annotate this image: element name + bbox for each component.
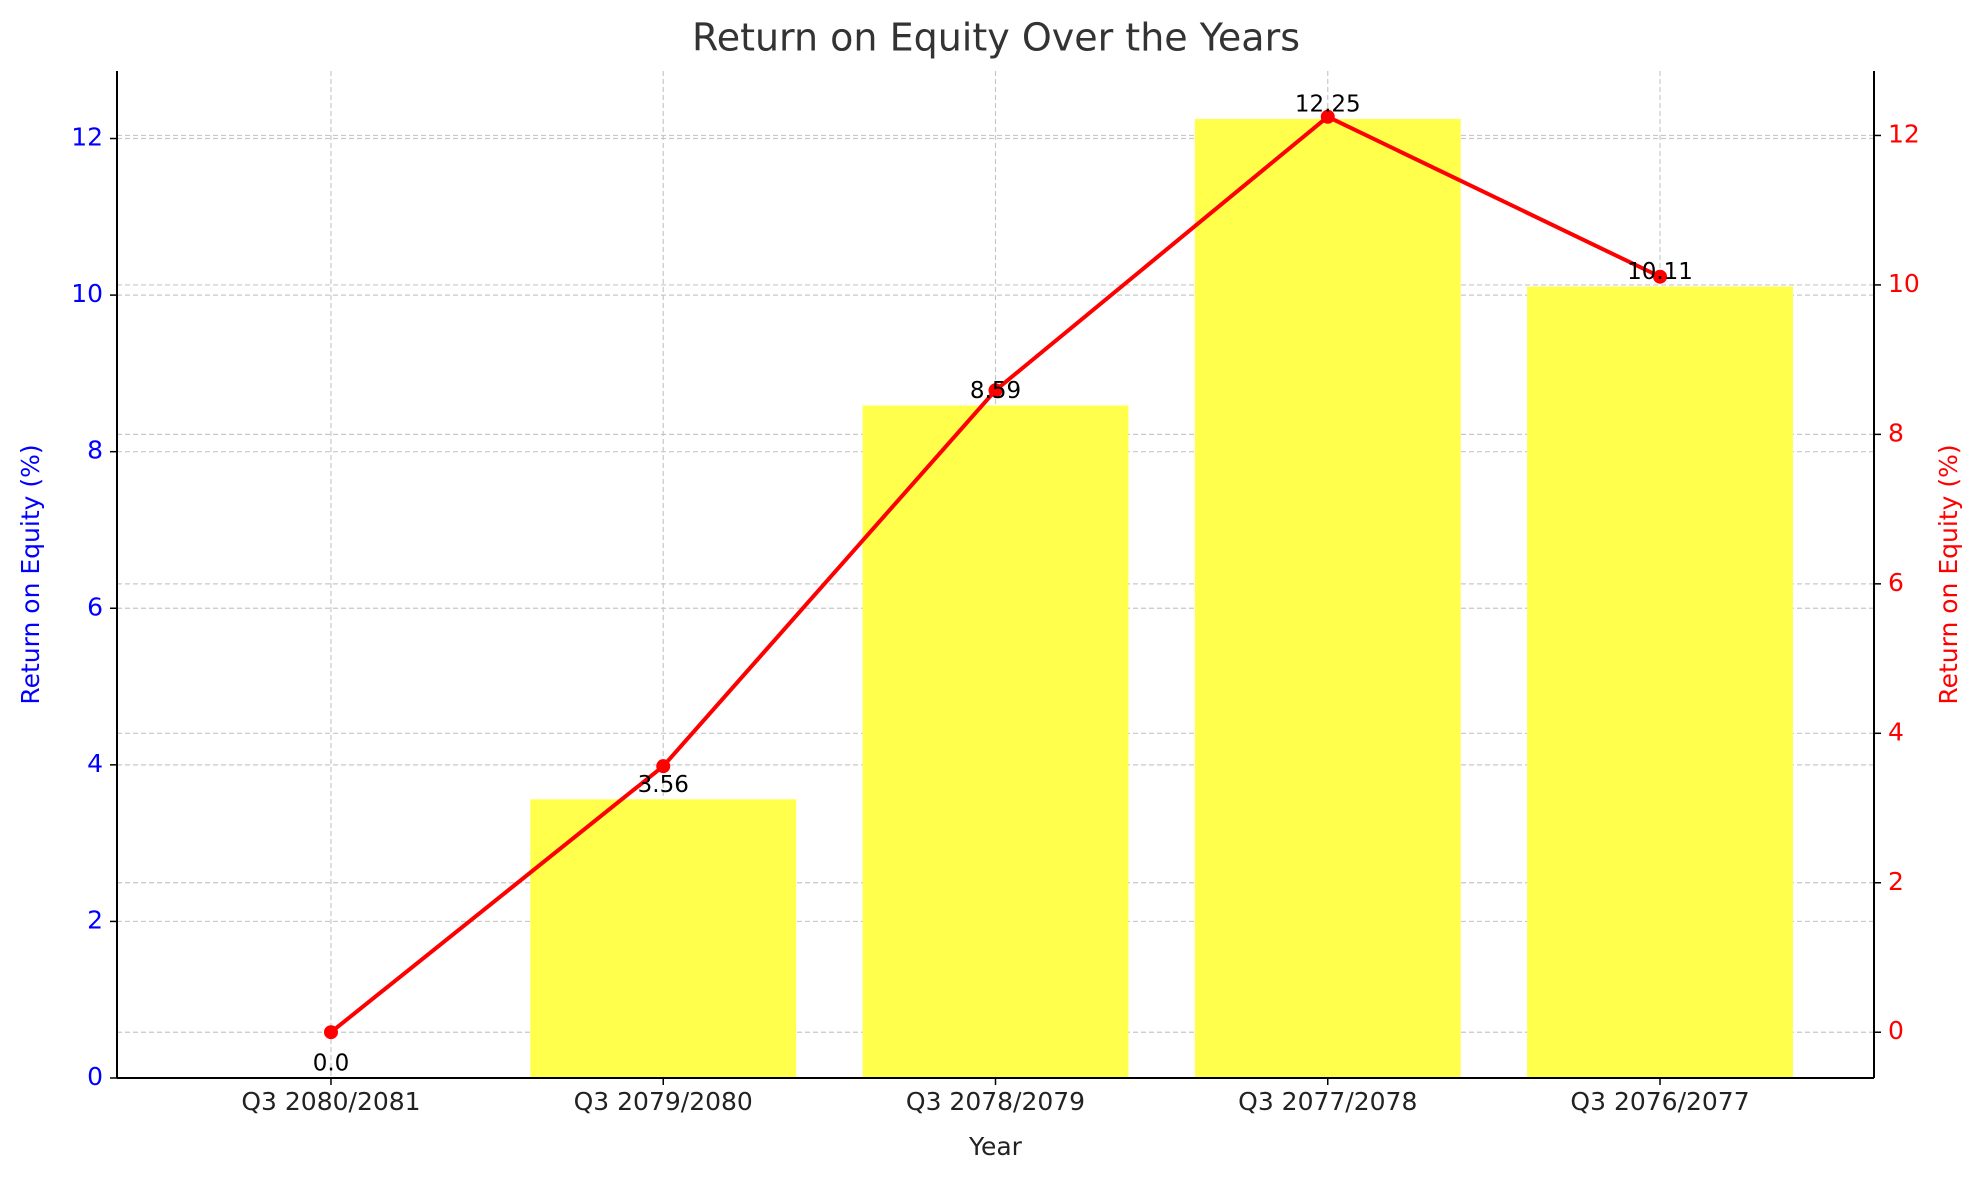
marker	[1320, 109, 1335, 124]
y2-tick-label: 12	[1888, 119, 1920, 148]
bar	[530, 799, 797, 1078]
data-label: 12.25	[1295, 91, 1361, 117]
chart-title: Return on Equity Over the Years	[692, 16, 1300, 60]
x-tick-label: Q3 2078/2079	[906, 1087, 1085, 1116]
y2-tick-label: 10	[1888, 269, 1920, 298]
y-axis-label: Return on Equity (%)	[16, 444, 45, 704]
data-label: 10.11	[1627, 259, 1693, 285]
y2-tick-label: 6	[1888, 568, 1904, 597]
y2-tick-label: 8	[1888, 418, 1904, 447]
y-tick-label: 12	[71, 123, 103, 152]
data-label: 8.59	[970, 378, 1021, 404]
y-tick-label: 6	[87, 592, 103, 621]
marker	[1653, 269, 1668, 284]
y2-axis-label: Return on Equity (%)	[1934, 444, 1963, 704]
y-tick-label: 0	[87, 1062, 103, 1091]
x-tick-label: Q3 2079/2080	[574, 1087, 753, 1116]
marker	[988, 383, 1003, 398]
marker	[323, 1025, 338, 1040]
y2-tick-label: 2	[1888, 867, 1904, 896]
bar	[862, 405, 1129, 1078]
y-tick-label: 4	[87, 749, 103, 778]
y2-tick-label: 4	[1888, 717, 1904, 746]
x-tick-label: Q3 2077/2078	[1238, 1087, 1417, 1116]
y-tick-label: 8	[87, 436, 103, 465]
y-tick-label: 10	[71, 279, 103, 308]
x-tick-label: Q3 2080/2081	[241, 1087, 420, 1116]
y2-tick-label: 0	[1888, 1016, 1904, 1045]
data-label: 0.0	[313, 1051, 350, 1077]
marker	[656, 759, 671, 774]
x-tick-label: Q3 2076/2077	[1570, 1087, 1749, 1116]
bar	[1527, 286, 1793, 1078]
x-axis-label: Year	[968, 1132, 1023, 1161]
y-tick-label: 2	[87, 905, 103, 934]
data-label: 3.56	[638, 772, 689, 798]
bar	[1194, 118, 1461, 1078]
